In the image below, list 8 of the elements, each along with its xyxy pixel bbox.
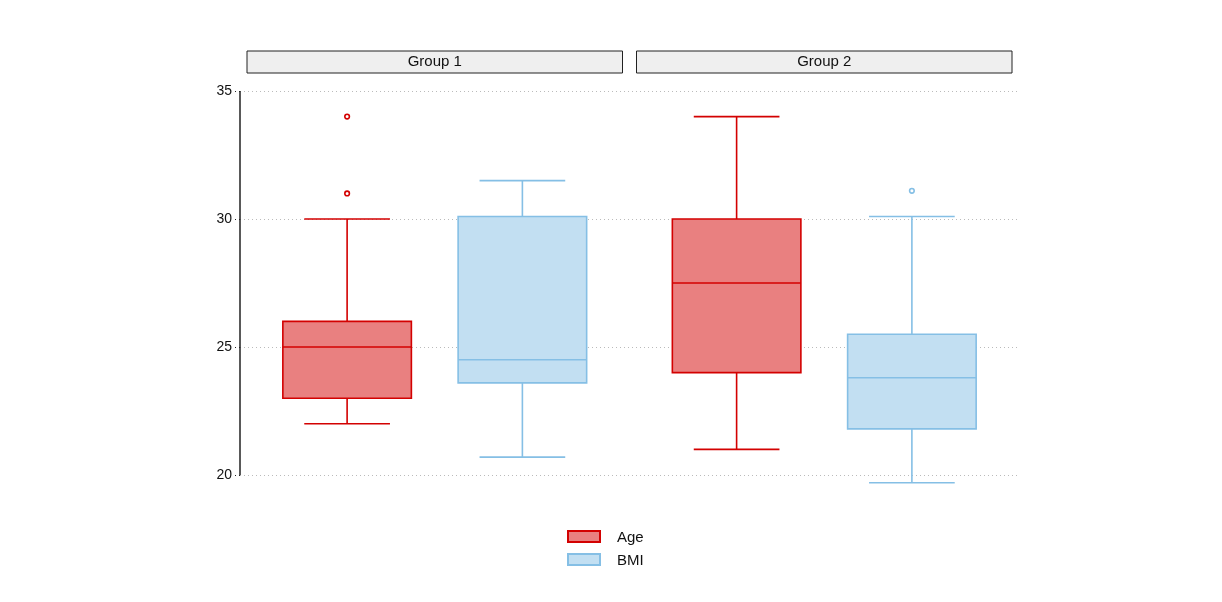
x-tick-label: Group 2 <box>797 52 852 70</box>
x-tick-label: Group 1 <box>407 52 462 70</box>
legend-label: Age <box>617 528 644 545</box>
y-tick-label: 35 <box>216 81 233 98</box>
y-tick-label: 30 <box>216 209 233 226</box>
legend-label: BMI <box>617 551 644 568</box>
y-tick-label: 25 <box>216 337 233 354</box>
y-tick-label: 20 <box>216 465 233 482</box>
